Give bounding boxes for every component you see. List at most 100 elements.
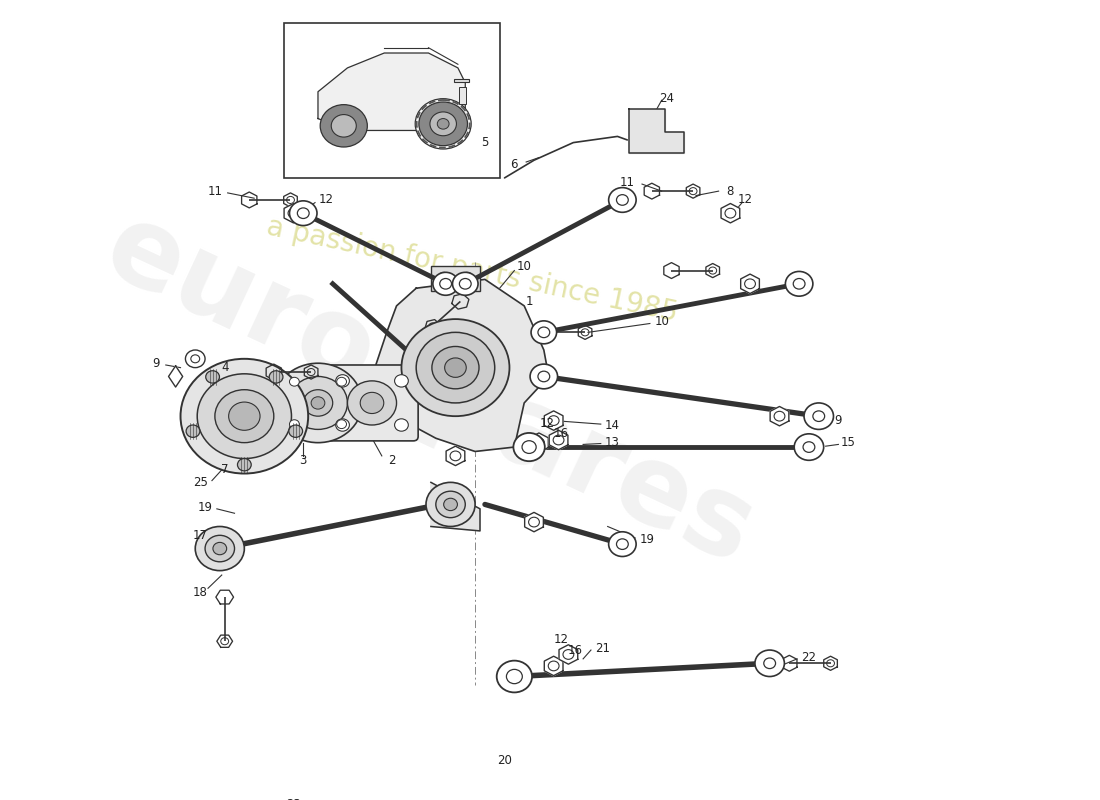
Bar bbox=[431, 266, 480, 291]
Polygon shape bbox=[454, 79, 469, 82]
Text: 17: 17 bbox=[192, 529, 208, 542]
Text: 20: 20 bbox=[497, 754, 512, 767]
Circle shape bbox=[337, 420, 346, 429]
Text: 12: 12 bbox=[738, 194, 752, 206]
Circle shape bbox=[229, 402, 260, 430]
Circle shape bbox=[213, 542, 227, 554]
Circle shape bbox=[205, 535, 234, 562]
Text: 16: 16 bbox=[554, 427, 569, 440]
Circle shape bbox=[402, 319, 509, 416]
Circle shape bbox=[804, 403, 834, 430]
Text: 7: 7 bbox=[221, 462, 229, 476]
Text: 21: 21 bbox=[595, 642, 610, 654]
Polygon shape bbox=[629, 109, 684, 153]
FancyBboxPatch shape bbox=[326, 365, 418, 441]
Circle shape bbox=[186, 425, 200, 438]
Circle shape bbox=[331, 114, 356, 137]
Text: 18: 18 bbox=[192, 586, 208, 599]
Circle shape bbox=[348, 381, 396, 425]
Text: eurospares: eurospares bbox=[88, 193, 770, 586]
Bar bbox=[460, 87, 466, 104]
Circle shape bbox=[438, 272, 450, 283]
Polygon shape bbox=[525, 512, 543, 532]
Text: 10: 10 bbox=[654, 315, 669, 328]
Circle shape bbox=[274, 363, 362, 442]
Circle shape bbox=[289, 420, 299, 429]
Circle shape bbox=[608, 532, 636, 557]
Text: 11: 11 bbox=[208, 185, 222, 198]
Circle shape bbox=[514, 433, 544, 461]
Text: 13: 13 bbox=[605, 436, 620, 449]
Circle shape bbox=[304, 390, 332, 416]
Polygon shape bbox=[431, 482, 480, 531]
Polygon shape bbox=[168, 366, 183, 387]
Circle shape bbox=[608, 188, 636, 212]
Text: 2: 2 bbox=[388, 454, 395, 467]
Text: 19: 19 bbox=[198, 501, 212, 514]
Circle shape bbox=[238, 458, 251, 471]
Polygon shape bbox=[447, 446, 465, 466]
Text: 9: 9 bbox=[835, 414, 843, 427]
Circle shape bbox=[206, 370, 220, 383]
Text: 12: 12 bbox=[318, 194, 333, 206]
Text: 8: 8 bbox=[727, 185, 734, 198]
Text: 14: 14 bbox=[605, 418, 620, 431]
Circle shape bbox=[452, 272, 478, 295]
Polygon shape bbox=[559, 645, 578, 664]
Text: 23: 23 bbox=[286, 798, 301, 800]
Circle shape bbox=[214, 390, 274, 442]
Circle shape bbox=[395, 374, 408, 387]
Circle shape bbox=[337, 378, 346, 386]
Circle shape bbox=[270, 370, 283, 383]
Circle shape bbox=[785, 271, 813, 296]
Circle shape bbox=[444, 358, 466, 378]
Circle shape bbox=[438, 118, 449, 129]
Text: 24: 24 bbox=[659, 92, 674, 105]
Text: 12: 12 bbox=[554, 633, 569, 646]
Circle shape bbox=[436, 491, 465, 518]
Text: a passion for parts since 1985: a passion for parts since 1985 bbox=[264, 212, 680, 327]
Polygon shape bbox=[549, 430, 568, 450]
Text: 3: 3 bbox=[299, 454, 307, 467]
Circle shape bbox=[186, 350, 205, 368]
Circle shape bbox=[419, 102, 468, 146]
Circle shape bbox=[395, 419, 408, 431]
Text: 25: 25 bbox=[192, 476, 208, 489]
Text: 4: 4 bbox=[221, 361, 229, 374]
Text: 22: 22 bbox=[802, 650, 816, 664]
Text: 16: 16 bbox=[568, 643, 583, 657]
Polygon shape bbox=[544, 411, 563, 430]
Circle shape bbox=[180, 359, 308, 474]
Circle shape bbox=[433, 272, 459, 295]
Circle shape bbox=[289, 378, 299, 386]
Circle shape bbox=[336, 419, 350, 431]
Circle shape bbox=[530, 364, 558, 389]
Circle shape bbox=[197, 374, 292, 458]
Circle shape bbox=[288, 377, 348, 430]
Polygon shape bbox=[770, 406, 789, 426]
Text: 10: 10 bbox=[517, 260, 531, 273]
Polygon shape bbox=[740, 274, 759, 294]
Polygon shape bbox=[529, 433, 548, 452]
Circle shape bbox=[311, 397, 324, 409]
Circle shape bbox=[426, 482, 475, 526]
Circle shape bbox=[289, 425, 302, 438]
Text: 12: 12 bbox=[539, 417, 554, 430]
Circle shape bbox=[755, 650, 784, 677]
Circle shape bbox=[320, 105, 367, 147]
Polygon shape bbox=[372, 279, 549, 451]
Polygon shape bbox=[318, 53, 465, 130]
Circle shape bbox=[432, 346, 478, 389]
Circle shape bbox=[794, 434, 824, 460]
Circle shape bbox=[497, 661, 532, 693]
Circle shape bbox=[461, 272, 473, 283]
Circle shape bbox=[336, 374, 350, 387]
Circle shape bbox=[284, 747, 304, 765]
Circle shape bbox=[360, 392, 384, 414]
Text: 15: 15 bbox=[840, 436, 856, 449]
Polygon shape bbox=[254, 718, 331, 785]
Bar bbox=[284, 23, 499, 178]
Polygon shape bbox=[284, 203, 302, 223]
Circle shape bbox=[430, 112, 456, 136]
Circle shape bbox=[272, 737, 315, 775]
